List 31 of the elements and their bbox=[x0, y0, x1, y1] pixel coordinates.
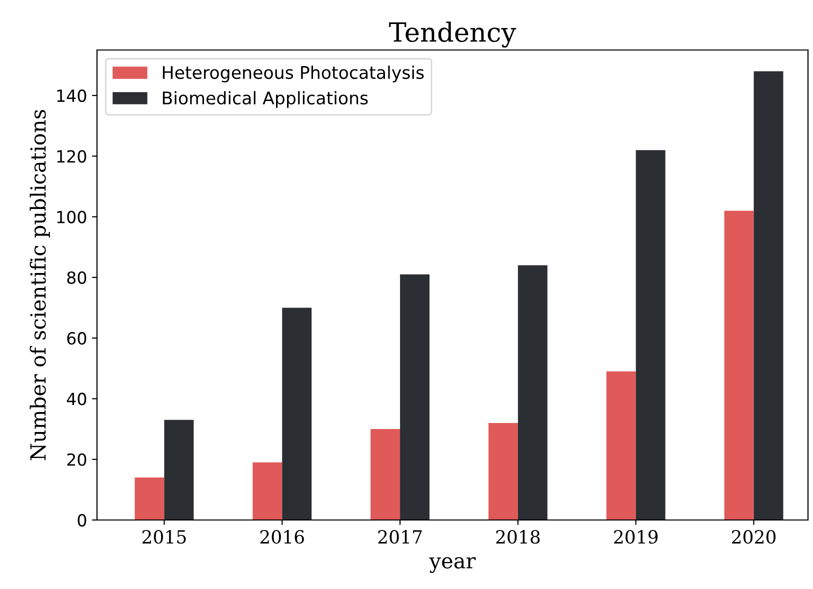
bar bbox=[400, 274, 430, 520]
y-axis-title: Number of scientific publications bbox=[30, 110, 50, 460]
bar bbox=[134, 478, 164, 520]
x-axis-title: year bbox=[429, 557, 476, 573]
x-tick-label: 2017 bbox=[378, 530, 422, 544]
y-tick-label: 0 bbox=[78, 514, 86, 527]
bar bbox=[754, 71, 784, 520]
bar bbox=[518, 265, 548, 520]
bar bbox=[282, 308, 312, 520]
bar bbox=[636, 150, 666, 520]
bar bbox=[252, 462, 282, 520]
bar bbox=[370, 429, 400, 520]
y-tick-label: 140 bbox=[57, 89, 86, 102]
x-tick-label: 2016 bbox=[260, 530, 304, 544]
x-tick-label: 2019 bbox=[614, 530, 658, 544]
x-tick-label: 2020 bbox=[732, 530, 776, 544]
y-tick-label: 120 bbox=[57, 150, 86, 163]
x-tick-label: 2015 bbox=[142, 530, 186, 544]
bar bbox=[488, 422, 518, 520]
legend-label: Heterogeneous Photocatalysis bbox=[162, 66, 424, 82]
y-tick-label: 40 bbox=[66, 392, 86, 406]
bar bbox=[606, 371, 636, 520]
legend-label: Biomedical Applications bbox=[162, 91, 368, 108]
y-tick-label: 20 bbox=[67, 453, 86, 466]
y-tick-label: 100 bbox=[57, 210, 86, 224]
chart-title: Tendency bbox=[389, 22, 516, 48]
bar bbox=[164, 420, 194, 520]
y-tick-label: 60 bbox=[67, 332, 86, 345]
bar bbox=[724, 210, 754, 520]
x-tick-label: 2018 bbox=[496, 530, 540, 544]
y-tick-label: 80 bbox=[67, 271, 86, 284]
